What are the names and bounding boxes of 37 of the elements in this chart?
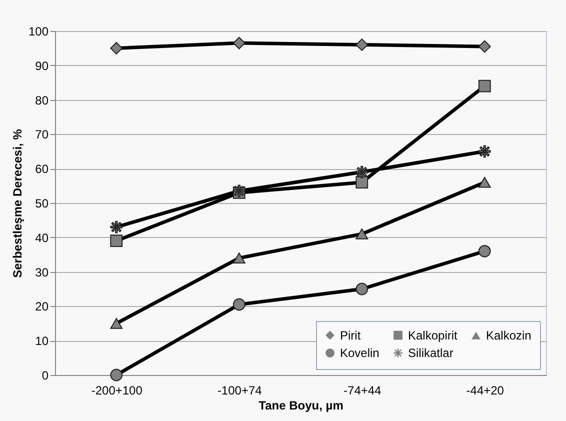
point — [232, 252, 246, 264]
x-tick-label: -200+100 — [91, 384, 143, 398]
legend-label: Pirit — [340, 328, 362, 342]
legend-label: Kovelin — [340, 346, 380, 360]
y-tick-label: 40 — [35, 230, 49, 245]
y-axis-title: Serbestleşme Derecesi, % — [10, 128, 24, 278]
x-tick-label: -100+74 — [217, 384, 262, 398]
y-tick-label: 60 — [35, 162, 49, 176]
point — [110, 42, 123, 54]
x-tick-label: -74+44 — [344, 384, 382, 398]
point — [356, 38, 368, 51]
legend-label: Kalkozin — [486, 328, 532, 343]
point — [110, 234, 123, 248]
y-tick-label: 90 — [35, 58, 49, 73]
point — [478, 244, 491, 258]
y-tick-label: 80 — [35, 93, 49, 108]
y-tick-label: 0 — [42, 368, 49, 382]
x-tick-label: -44+20 — [466, 384, 504, 398]
x-axis-title: Tane Boyu, µm — [258, 398, 344, 412]
legend-label: Silikatlar — [408, 346, 454, 360]
point — [356, 176, 368, 189]
y-tick-label: 10 — [35, 334, 49, 348]
y-tick-label: 50 — [35, 196, 49, 210]
y-tick-label: 30 — [35, 265, 49, 280]
y-tick-label: 100 — [28, 24, 49, 38]
point — [110, 318, 123, 329]
point — [478, 40, 491, 53]
point — [110, 368, 123, 382]
point — [478, 80, 491, 92]
y-tick-label: 20 — [35, 300, 49, 314]
y-tick-label: 70 — [35, 128, 49, 142]
point — [232, 298, 246, 311]
point — [478, 176, 491, 188]
legend-label: Kalkopirit — [408, 328, 458, 342]
point — [232, 36, 246, 50]
point — [356, 282, 368, 296]
point — [356, 228, 368, 240]
